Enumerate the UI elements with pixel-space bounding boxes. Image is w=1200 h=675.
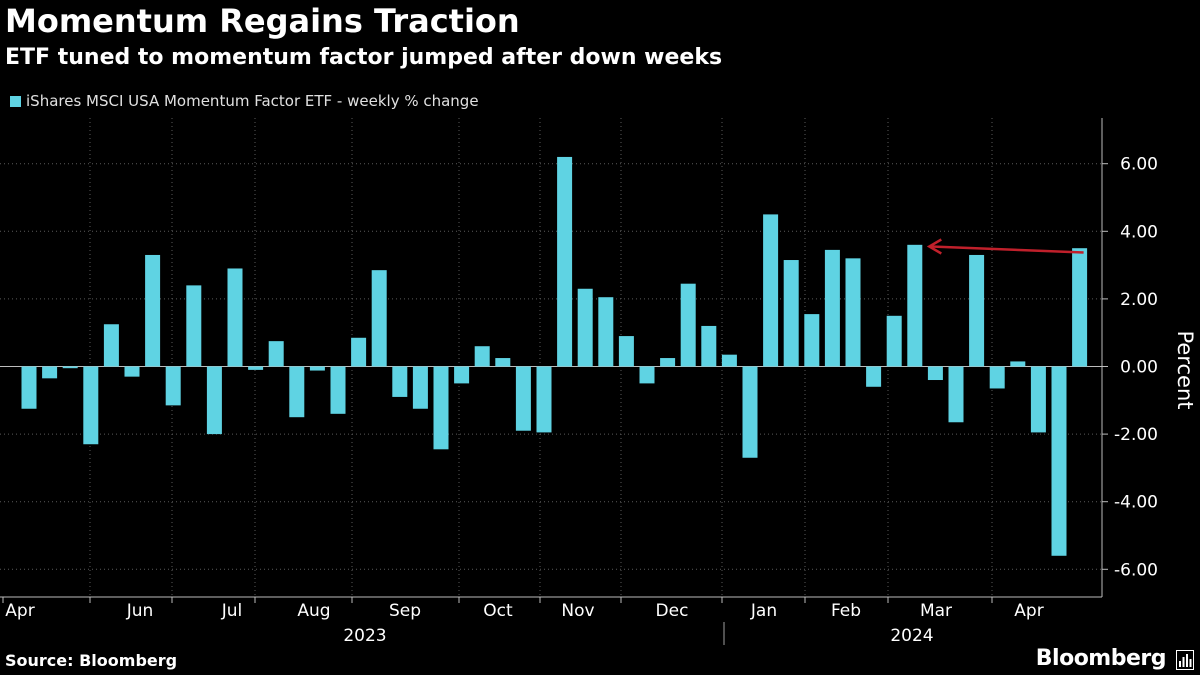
bar <box>103 324 119 367</box>
bar <box>1010 361 1026 367</box>
bloomberg-terminal-icon <box>1176 650 1194 670</box>
bar <box>680 283 696 367</box>
y-tick-label: 6.00 <box>1120 155 1158 175</box>
bar <box>371 270 387 367</box>
x-tick-label: Jan <box>750 601 777 621</box>
chart-subtitle: ETF tuned to momentum factor jumped afte… <box>5 45 723 70</box>
bar <box>412 366 428 409</box>
bar <box>886 315 902 367</box>
annotation-arrow-head <box>926 238 942 255</box>
bar <box>618 336 634 367</box>
bar <box>763 214 779 367</box>
bar <box>165 366 181 406</box>
bar <box>186 285 202 367</box>
brand-logo: Bloomberg <box>1035 646 1167 671</box>
bar <box>83 366 99 445</box>
bar <box>927 366 943 381</box>
y-tick-label: -2.00 <box>1114 425 1158 445</box>
bar <box>433 366 449 450</box>
bar <box>62 366 78 369</box>
bar <box>248 366 264 370</box>
bar <box>21 366 37 409</box>
bar <box>1051 366 1067 556</box>
y-tick-label: 4.00 <box>1120 222 1158 242</box>
bar <box>330 366 346 414</box>
bar <box>639 366 655 384</box>
bar <box>495 358 511 367</box>
bar <box>268 341 284 367</box>
y-tick-label: 2.00 <box>1120 290 1158 310</box>
bar <box>969 254 985 367</box>
source-note: Source: Bloomberg <box>5 651 178 670</box>
bar <box>474 346 490 367</box>
bar <box>1030 366 1046 433</box>
bar <box>742 366 758 458</box>
x-tick-label: Feb <box>831 601 861 621</box>
x-tick-label: Jul <box>221 601 243 621</box>
y-tick-label: -4.00 <box>1114 493 1158 513</box>
bar <box>701 325 717 367</box>
y-axis-title: Percent <box>1173 330 1197 409</box>
chart-legend: iShares MSCI USA Momentum Factor ETF - w… <box>10 92 479 110</box>
bar <box>783 260 799 367</box>
bar <box>866 366 882 387</box>
bar <box>989 366 1005 389</box>
bar <box>145 254 161 367</box>
bar <box>42 366 58 379</box>
x-tick-label: Apr <box>1014 601 1043 621</box>
y-tick-label: 0.00 <box>1120 358 1158 378</box>
bar <box>948 366 964 423</box>
x-tick-label: Aug <box>297 601 330 621</box>
annotation-arrow-shaft <box>931 245 1084 254</box>
x-tick-label: Sep <box>389 601 421 621</box>
bar <box>824 249 840 367</box>
x-tick-label: Dec <box>656 601 689 621</box>
x-tick-label: Apr <box>5 601 34 621</box>
chart-title: Momentum Regains Traction <box>5 2 520 40</box>
x-tick-label: Mar <box>920 601 952 621</box>
bar <box>515 366 531 431</box>
x-tick-label: Nov <box>561 601 594 621</box>
bar <box>598 297 614 367</box>
legend-swatch <box>10 95 21 107</box>
bar <box>1072 248 1088 367</box>
bar <box>660 358 676 367</box>
bar <box>206 366 222 435</box>
bar <box>907 244 923 367</box>
x-tick-label: Oct <box>483 601 513 621</box>
bar <box>124 366 140 377</box>
bar <box>227 268 243 367</box>
bar <box>351 337 367 367</box>
bar <box>392 366 408 397</box>
bar <box>804 314 820 367</box>
bar <box>536 366 552 433</box>
bar <box>557 156 573 367</box>
bar <box>309 366 325 371</box>
bar <box>845 258 861 367</box>
y-tick-label: -6.00 <box>1114 560 1158 580</box>
bar <box>721 354 737 367</box>
x-tick-label: Jun <box>126 601 154 621</box>
bar <box>289 366 305 418</box>
legend-label: iShares MSCI USA Momentum Factor ETF - w… <box>26 92 479 110</box>
bar <box>454 366 470 384</box>
x-year-label: 2024 <box>890 626 933 646</box>
bar <box>577 288 593 367</box>
x-year-label: 2023 <box>343 626 386 646</box>
